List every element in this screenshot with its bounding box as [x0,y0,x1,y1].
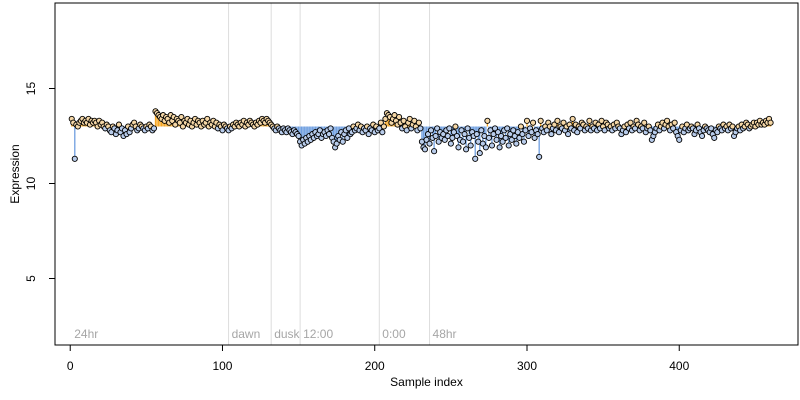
phase-dividers [228,3,431,345]
data-point [464,125,471,132]
data-point [513,140,520,147]
y-tick-label: 10 [24,177,38,191]
data-point [380,123,387,130]
data-point [455,144,462,151]
data-point [339,138,346,145]
data-point [484,117,491,124]
data-point [485,134,492,141]
data-point [488,142,496,149]
data-point [520,138,527,145]
data-point [699,132,706,140]
data-point [711,134,718,141]
data-point [565,131,572,138]
data-point [396,113,403,121]
phase-label: dawn [232,327,261,341]
data-point [641,119,648,126]
data-point [421,146,429,153]
data-point [379,129,386,136]
data-point [530,119,537,126]
data-point [536,153,543,160]
data-points [68,108,774,162]
data-point [447,140,454,147]
data-point [432,132,439,140]
data-point [327,125,334,132]
phase-labels: 24hr dawn dusk 12:00 0:00 48hr [74,327,456,341]
data-point [461,131,468,138]
data-point [569,115,576,122]
phase-label: 24hr [74,327,98,341]
data-point [671,119,678,126]
data-point [295,132,302,140]
data-point [150,125,158,132]
data-point [71,155,78,162]
data-point [428,127,435,134]
phase-label: 48hr [433,327,457,341]
data-point [472,155,479,162]
x-tick-label: 0 [67,359,74,373]
x-axis-label: Sample index [390,375,463,389]
data-point [463,146,470,153]
data-point [664,117,671,124]
data-point [534,131,541,138]
data-point [417,125,424,132]
data-point [452,123,459,130]
data-point [537,117,544,124]
plot-frame [54,2,799,346]
data-point [517,123,524,130]
y-tick-label: 5 [24,275,38,282]
data-point [476,150,483,157]
data-point [493,136,500,143]
y-axis: 5 10 15 [24,82,55,282]
data-point [467,142,474,149]
data-point [502,134,509,141]
data-point [523,117,531,124]
data-point [504,125,511,132]
phase-label: 0:00 [382,327,406,341]
data-point [431,148,438,155]
data-point [554,117,561,124]
data-point [478,127,485,134]
x-tick-label: 400 [669,359,689,373]
data-point [482,144,489,151]
data-point [473,131,480,138]
data-point [767,119,774,126]
data-point [505,142,512,149]
data-point [415,119,422,126]
x-tick-label: 300 [517,359,537,373]
x-tick-label: 100 [212,359,232,373]
data-point [459,138,467,145]
data-point [548,131,555,138]
x-axis: 0 100 200 300 400 [67,345,690,373]
phase-label: 12:00 [303,327,333,341]
data-point [496,144,503,151]
phase-label: dusk [274,327,300,341]
y-axis-label: Expression [8,144,22,203]
x-tick-label: 200 [365,359,385,373]
data-point [426,140,433,147]
data-point [446,125,453,132]
y-tick-label: 15 [24,82,38,96]
data-point [676,136,683,143]
data-point [586,117,593,124]
